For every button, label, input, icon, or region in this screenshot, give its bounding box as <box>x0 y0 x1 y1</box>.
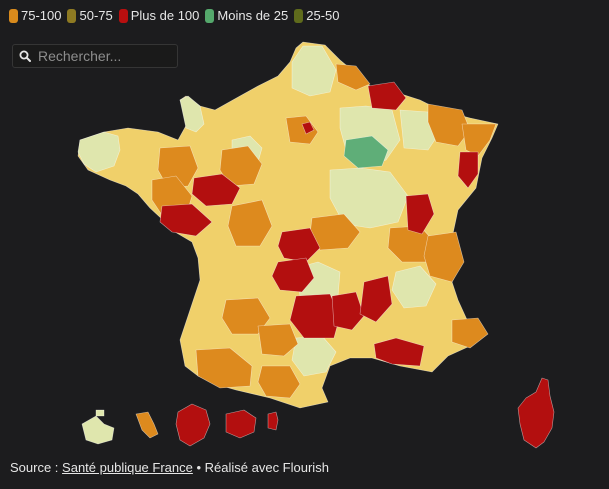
search-input[interactable] <box>38 48 168 64</box>
footer-source: Source : Santé publique France • Réalisé… <box>10 460 329 475</box>
region-provence-red[interactable] <box>373 337 425 367</box>
region-cevennes-red[interactable] <box>331 291 365 331</box>
region-paris-red[interactable] <box>301 121 315 135</box>
legend-label: Moins de 25 <box>217 8 289 23</box>
region-pyrenees-orange[interactable] <box>257 365 301 399</box>
region-loire-red[interactable] <box>191 173 241 207</box>
legend-swatch <box>118 8 128 23</box>
region-ardennes-red[interactable] <box>367 81 407 111</box>
region-alsace-red[interactable] <box>457 151 479 189</box>
region-corsica[interactable] <box>517 377 555 449</box>
search-box[interactable] <box>12 44 178 68</box>
region-mayotte[interactable] <box>267 411 279 431</box>
region-centre-orange[interactable] <box>219 145 263 187</box>
region-northeast-orange[interactable] <box>427 103 471 147</box>
region-savoie-orange[interactable] <box>423 231 465 283</box>
legend-item-plus-de-100[interactable]: Plus de 100 <box>118 8 200 23</box>
legend-label: Plus de 100 <box>130 8 200 23</box>
region-vendee-red[interactable] <box>159 203 213 237</box>
region-alsace-orange[interactable] <box>461 123 497 157</box>
region-alps-light[interactable] <box>391 265 437 309</box>
region-cotentin[interactable] <box>179 95 205 133</box>
region-aquitaine-orange[interactable] <box>221 297 271 335</box>
source-link[interactable]: Santé publique France <box>62 460 193 475</box>
region-provence-orange[interactable] <box>451 317 489 349</box>
region-guadeloupe-islet[interactable] <box>95 409 105 417</box>
region-picardy-orange[interactable] <box>335 63 371 91</box>
region-rhone-red[interactable] <box>359 275 393 323</box>
legend-swatch <box>67 8 77 23</box>
region-guyane[interactable] <box>175 403 211 447</box>
region-languedoc-orange[interactable] <box>257 323 299 357</box>
region-yonne-green[interactable] <box>343 135 389 169</box>
region-massif-red[interactable] <box>289 293 341 339</box>
region-burgundy[interactable] <box>329 167 409 229</box>
legend-item-moins-de-25[interactable]: Moins de 25 <box>205 8 288 23</box>
legend-swatch <box>205 8 215 23</box>
legend-label: 25-50 <box>306 8 340 23</box>
region-landes-orange[interactable] <box>195 347 253 389</box>
legend: 75-100 50-75 Plus de 100 Moins de 25 25-… <box>9 8 340 23</box>
region-brittany-west[interactable] <box>77 131 121 173</box>
region-reunion[interactable] <box>225 409 257 439</box>
legend-item-75-100[interactable]: 75-100 <box>9 8 61 23</box>
region-martinique[interactable] <box>135 411 159 439</box>
legend-swatch <box>9 8 18 23</box>
region-jura-red[interactable] <box>405 193 435 235</box>
legend-label: 50-75 <box>79 8 113 23</box>
legend-item-25-50[interactable]: 25-50 <box>294 8 339 23</box>
region-guadeloupe[interactable] <box>81 415 115 445</box>
legend-label: 75-100 <box>21 8 62 23</box>
legend-item-50-75[interactable]: 50-75 <box>67 8 113 23</box>
region-limousin-red[interactable] <box>271 257 315 293</box>
legend-swatch <box>294 8 304 23</box>
footer-prefix: Source : <box>10 460 59 475</box>
footer-suffix: • Réalisé avec Flourish <box>196 460 329 475</box>
search-icon <box>19 50 31 62</box>
region-north[interactable] <box>291 45 337 97</box>
mainland-france <box>77 41 499 409</box>
region-poitou-orange[interactable] <box>227 199 273 247</box>
